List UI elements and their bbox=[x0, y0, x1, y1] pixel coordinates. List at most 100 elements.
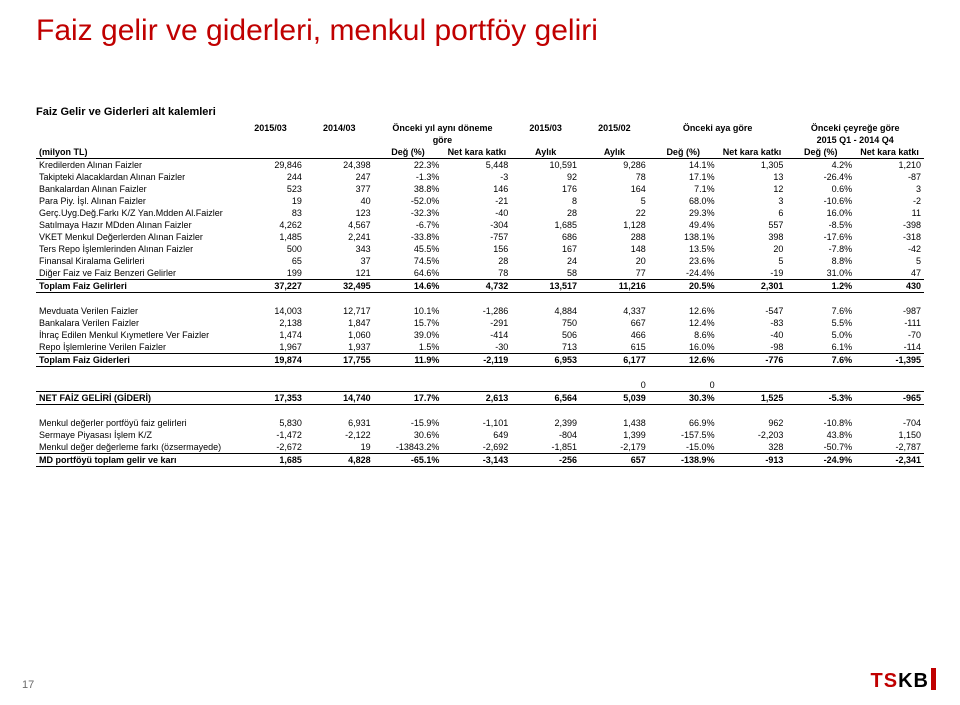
row-value: 8 bbox=[511, 195, 580, 207]
row-label: Toplam Faiz Gelirleri bbox=[36, 280, 236, 293]
row-value: 29,846 bbox=[236, 159, 305, 172]
row-value: 1.2% bbox=[786, 280, 855, 293]
row-value: 247 bbox=[305, 171, 374, 183]
row-value: -965 bbox=[855, 392, 924, 405]
row-value: 13.5% bbox=[649, 243, 718, 255]
row-value: 32,495 bbox=[305, 280, 374, 293]
row-value: 20 bbox=[580, 255, 649, 267]
row-value: 16.0% bbox=[786, 207, 855, 219]
row-label: Sermaye Piyasası İşlem K/Z bbox=[36, 429, 236, 441]
row-label: Menkul değer değerleme farkı (özsermayed… bbox=[36, 441, 236, 454]
row-value: 5 bbox=[855, 255, 924, 267]
row-value: 17,353 bbox=[236, 392, 305, 405]
row-value: 10,591 bbox=[511, 159, 580, 172]
row-value: 4,337 bbox=[580, 305, 649, 317]
row-value: 92 bbox=[511, 171, 580, 183]
row-value: 1,937 bbox=[305, 341, 374, 354]
row-value: 167 bbox=[511, 243, 580, 255]
row-label: MD portföyü toplam gelir ve karı bbox=[36, 454, 236, 467]
header-cell: 2015/03 bbox=[236, 122, 305, 134]
row-value: -2,122 bbox=[305, 429, 374, 441]
row-value: 37 bbox=[305, 255, 374, 267]
row-value: 64.6% bbox=[374, 267, 443, 280]
row-label: Satılmaya Hazır MDden Alınan Faizler bbox=[36, 219, 236, 231]
header-cell: Önceki aya göre bbox=[649, 122, 787, 134]
row-value: 7.6% bbox=[786, 354, 855, 367]
row-value: 1,060 bbox=[305, 329, 374, 341]
row-value: 5.0% bbox=[786, 329, 855, 341]
row-value: -24.4% bbox=[649, 267, 718, 280]
row-value: 12.6% bbox=[649, 354, 718, 367]
row-value: 12.4% bbox=[649, 317, 718, 329]
row-value: -83 bbox=[718, 317, 787, 329]
row-value: 430 bbox=[855, 280, 924, 293]
row-value: 1.5% bbox=[374, 341, 443, 354]
row-value: 24 bbox=[511, 255, 580, 267]
row-label: NET FAİZ GELİRİ (GİDERİ) bbox=[36, 392, 236, 405]
row-value: 6,564 bbox=[511, 392, 580, 405]
header-cell: Önceki çeyreğe göre bbox=[786, 122, 924, 134]
row-value: 1,150 bbox=[855, 429, 924, 441]
row-value: 3 bbox=[718, 195, 787, 207]
row-label: Diğer Faiz ve Faiz Benzeri Gelirler bbox=[36, 267, 236, 280]
row-label: Para Piy. İşl. Alınan Faizler bbox=[36, 195, 236, 207]
row-value: 17.7% bbox=[374, 392, 443, 405]
logo-bar-icon bbox=[931, 668, 936, 690]
row-value: -32.3% bbox=[374, 207, 443, 219]
row-value: 19 bbox=[305, 441, 374, 454]
row-value: 123 bbox=[305, 207, 374, 219]
row-value: -15.9% bbox=[374, 417, 443, 429]
row-value: -17.6% bbox=[786, 231, 855, 243]
row-value: 19,874 bbox=[236, 354, 305, 367]
row-value: 19 bbox=[236, 195, 305, 207]
row-value: 5 bbox=[718, 255, 787, 267]
row-value: 962 bbox=[718, 417, 787, 429]
row-value: -42 bbox=[855, 243, 924, 255]
row-value: 0 bbox=[649, 379, 718, 392]
row-value: 500 bbox=[236, 243, 305, 255]
row-value: -1,472 bbox=[236, 429, 305, 441]
row-value: 6,177 bbox=[580, 354, 649, 367]
row-value: 40 bbox=[305, 195, 374, 207]
row-value: 146 bbox=[442, 183, 511, 195]
row-value: -1,286 bbox=[442, 305, 511, 317]
row-value: 30.6% bbox=[374, 429, 443, 441]
row-value: -30 bbox=[442, 341, 511, 354]
row-value: 6.1% bbox=[786, 341, 855, 354]
row-value: 13,517 bbox=[511, 280, 580, 293]
row-value: 78 bbox=[442, 267, 511, 280]
row-value: 244 bbox=[236, 171, 305, 183]
row-value: 12 bbox=[718, 183, 787, 195]
row-value: 45.5% bbox=[374, 243, 443, 255]
row-value: 23.6% bbox=[649, 255, 718, 267]
row-value: 14.1% bbox=[649, 159, 718, 172]
row-value: 47 bbox=[855, 267, 924, 280]
header-cell: Net kara katkı bbox=[855, 146, 924, 159]
row-value: -5.3% bbox=[786, 392, 855, 405]
row-value: 2,241 bbox=[305, 231, 374, 243]
row-value: -10.8% bbox=[786, 417, 855, 429]
row-value: -3,143 bbox=[442, 454, 511, 467]
row-value: 66.9% bbox=[649, 417, 718, 429]
row-value: -111 bbox=[855, 317, 924, 329]
tskb-logo: TSKB bbox=[871, 668, 936, 693]
row-value: 31.0% bbox=[786, 267, 855, 280]
header-cell: Değ (%) bbox=[786, 146, 855, 159]
header-cell: 2015/03 bbox=[511, 122, 580, 134]
row-value: 16.0% bbox=[649, 341, 718, 354]
header-cell: göre bbox=[374, 134, 512, 146]
row-label: Kredilerden Alınan Faizler bbox=[36, 159, 236, 172]
row-value: 4.2% bbox=[786, 159, 855, 172]
row-value: 506 bbox=[511, 329, 580, 341]
row-value: 6,931 bbox=[305, 417, 374, 429]
row-value: -304 bbox=[442, 219, 511, 231]
row-value: 1,438 bbox=[580, 417, 649, 429]
row-value: -757 bbox=[442, 231, 511, 243]
header-cell: 2015/02 bbox=[580, 122, 649, 134]
row-value bbox=[442, 379, 511, 392]
row-value: 17.1% bbox=[649, 171, 718, 183]
row-value: 398 bbox=[718, 231, 787, 243]
header-cell: Net kara katkı bbox=[718, 146, 787, 159]
row-value: -24.9% bbox=[786, 454, 855, 467]
row-value: 4,828 bbox=[305, 454, 374, 467]
